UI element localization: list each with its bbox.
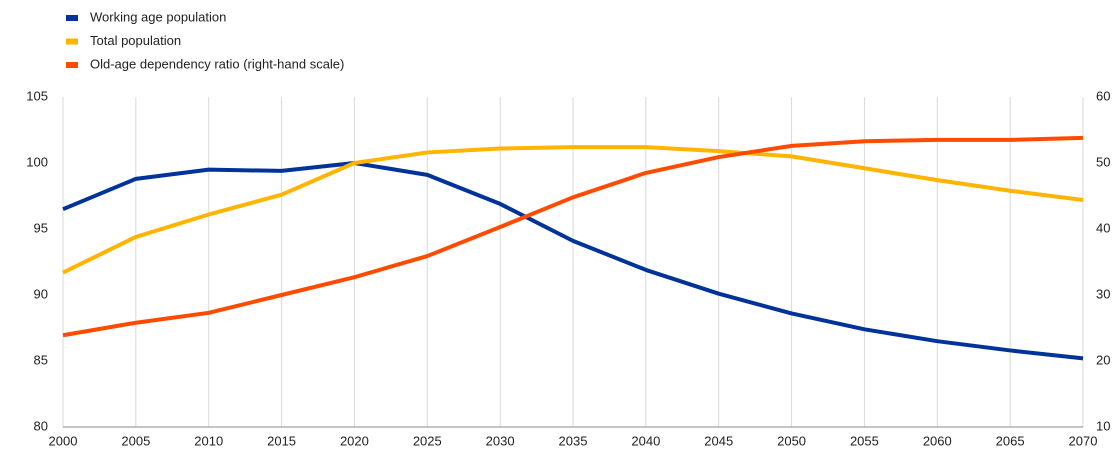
y2-tick-label: 50 (1096, 154, 1110, 169)
y2-tick-label: 10 (1096, 418, 1110, 433)
x-tick-label: 2045 (704, 433, 733, 448)
x-tick-label: 2010 (194, 433, 223, 448)
x-tick-label: 2055 (850, 433, 879, 448)
x-tick-label: 2005 (121, 433, 150, 448)
y-tick-label: 105 (26, 88, 48, 103)
y-tick-label: 100 (26, 154, 48, 169)
y2-tick-label: 60 (1096, 88, 1110, 103)
y2-tick-label: 40 (1096, 220, 1110, 235)
x-tick-label: 2070 (1069, 433, 1098, 448)
y2-tick-label: 20 (1096, 352, 1110, 367)
x-tick-label: 2025 (413, 433, 442, 448)
x-tick-label: 2060 (923, 433, 952, 448)
x-tick-label: 2015 (267, 433, 296, 448)
series-line (62, 135, 1084, 338)
legend-label: Old-age dependency ratio (right-hand sca… (90, 56, 344, 71)
legend-label: Working age population (90, 9, 226, 24)
y-tick-label: 90 (34, 286, 48, 301)
y2-tick-label: 30 (1096, 286, 1110, 301)
x-tick-label: 2040 (631, 433, 660, 448)
legend-swatch (66, 15, 78, 21)
x-tick-label: 2000 (49, 433, 78, 448)
x-tick-label: 2035 (559, 433, 588, 448)
y-tick-label: 95 (34, 220, 48, 235)
legend-swatch (66, 38, 78, 45)
legend-swatch (66, 62, 78, 68)
y-tick-label: 85 (34, 352, 48, 367)
x-tick-label: 2050 (777, 433, 806, 448)
x-tick-label: 2020 (340, 433, 369, 448)
series-line (62, 145, 1084, 275)
x-tick-label: 2065 (996, 433, 1025, 448)
x-tick-label: 2030 (486, 433, 515, 448)
y-tick-label: 80 (34, 418, 48, 433)
series-line (62, 161, 1084, 361)
legend-label: Total population (90, 33, 181, 48)
